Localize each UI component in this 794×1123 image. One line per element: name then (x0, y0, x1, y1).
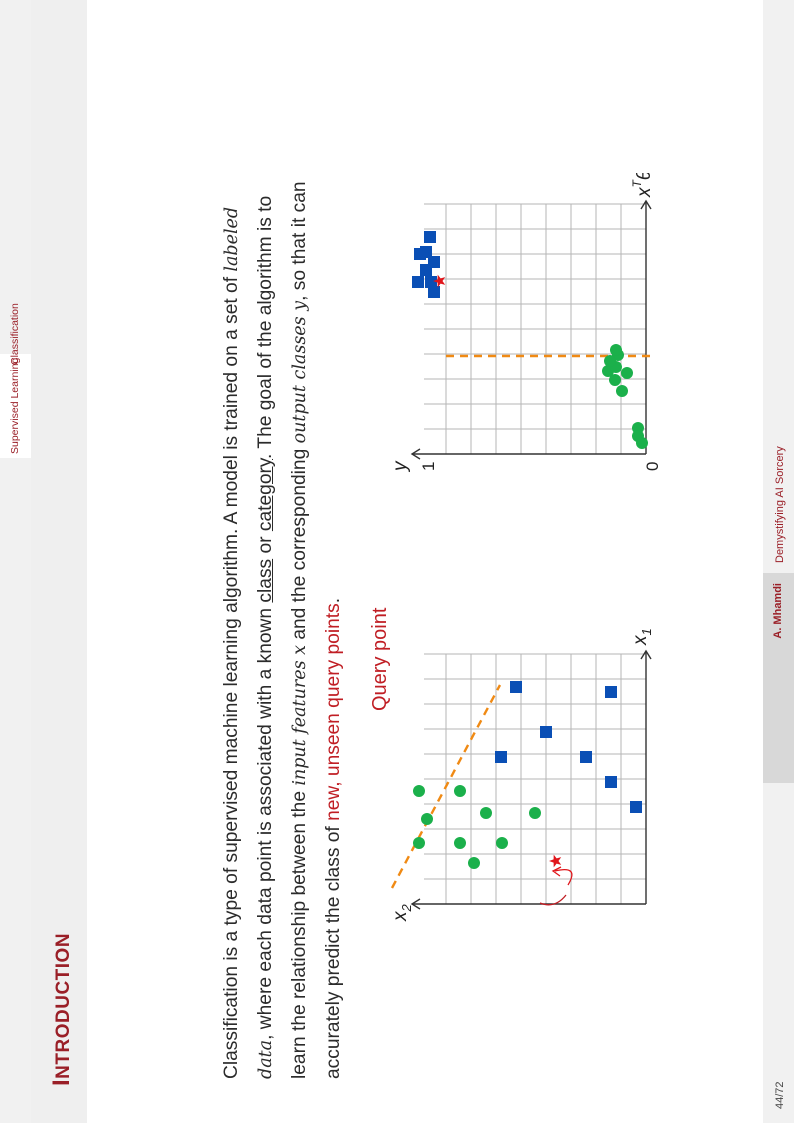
axes (410, 649, 652, 910)
class-a-point (412, 276, 424, 288)
class-b-points (602, 344, 648, 449)
class-b-points (413, 785, 541, 869)
tick-zero-label: 0 (643, 462, 662, 471)
class-b-point (468, 857, 480, 869)
class-a-point (428, 286, 440, 298)
query-point (549, 854, 562, 868)
query-arrow-head (551, 866, 562, 877)
page-number: 44/72 (774, 1081, 786, 1109)
grid (424, 203, 646, 454)
tick-one-label: 1 (419, 462, 438, 471)
footer-author: A. Mhamdi (763, 573, 794, 783)
class-b-point (413, 837, 425, 849)
class-b-point (636, 437, 648, 449)
feature-space-figure: x1 x2 (390, 628, 654, 923)
class-a-point (420, 264, 432, 276)
class-a-point (414, 248, 426, 260)
xtheta-axis-label: xTθ (630, 173, 655, 198)
class-b-point (529, 807, 541, 819)
footer-talk-title: Demystifying AI Sorcery (774, 446, 786, 563)
y-axis-label: y (390, 460, 411, 473)
class-b-point (454, 785, 466, 797)
class-a-point (540, 726, 552, 738)
projection-figure: y 1 0 xTθ (390, 173, 662, 473)
class-b-point (609, 374, 621, 386)
class-b-point (610, 344, 622, 356)
class-a-point (580, 751, 592, 763)
class-b-point (496, 837, 508, 849)
class-a-points (412, 231, 440, 298)
query-point (433, 274, 446, 288)
class-a-point (510, 681, 522, 693)
class-a-points (495, 681, 642, 813)
axes (410, 199, 652, 460)
query-point-label: Query point (369, 607, 391, 711)
class-a-point (495, 751, 507, 763)
class-a-point (425, 276, 437, 288)
class-b-point (454, 837, 466, 849)
class-a-point (630, 801, 642, 813)
class-b-point (621, 367, 633, 379)
class-b-point (421, 813, 433, 825)
query-arrow (554, 868, 573, 886)
query-label-bracket (539, 894, 567, 906)
x1-axis-label: x1 (630, 628, 654, 646)
class-b-point (413, 785, 425, 797)
class-b-point (616, 385, 628, 397)
decision-boundary (390, 684, 502, 889)
class-b-point (480, 807, 492, 819)
class-a-point (605, 686, 617, 698)
class-a-point (605, 776, 617, 788)
class-b-point (604, 355, 616, 367)
class-a-point (424, 231, 436, 243)
x2-axis-label: x2 (390, 904, 414, 923)
